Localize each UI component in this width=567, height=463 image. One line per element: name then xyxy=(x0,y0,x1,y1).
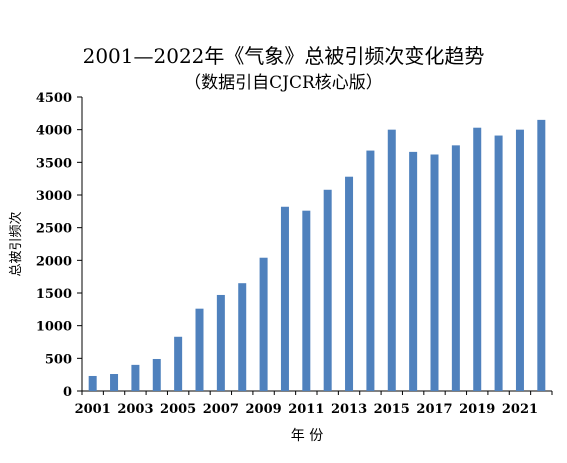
bar-2010 xyxy=(280,206,289,391)
bars-series xyxy=(88,119,546,391)
y-tick-label: 1000 xyxy=(36,320,72,335)
y-tick-label: 1500 xyxy=(36,287,72,302)
x-tick-label: 2017 xyxy=(416,402,452,417)
x-tick-label: 2005 xyxy=(160,402,196,417)
y-axis-ticks: 0 500 1000 1500 2000 2500 3000 3500 4000 4500 xyxy=(36,91,82,400)
y-tick-label: 3000 xyxy=(36,189,72,204)
x-tick-label: 2007 xyxy=(203,402,239,417)
x-tick-label: 2019 xyxy=(459,402,495,417)
bar-2001 xyxy=(88,375,97,391)
x-axis-label: 年 份 xyxy=(291,428,323,444)
y-tick-label: 2000 xyxy=(36,254,72,269)
bar-2011 xyxy=(302,210,311,391)
bar-2017 xyxy=(430,154,439,391)
bar-2012 xyxy=(323,189,332,391)
x-tick-label: 2001 xyxy=(75,402,111,417)
bar-2004 xyxy=(152,358,161,391)
bar-2015 xyxy=(387,129,396,391)
bar-2014 xyxy=(366,150,375,391)
bar-2002 xyxy=(110,374,119,391)
bar-2009 xyxy=(259,257,268,391)
x-tick-label: 2015 xyxy=(374,402,410,417)
bar-2021 xyxy=(515,129,524,391)
chart-subtitle: （数据引自CJCR核心版） xyxy=(184,73,383,93)
bar-2020 xyxy=(494,135,503,391)
x-tick-label: 2021 xyxy=(502,402,538,417)
x-tick-label: 2003 xyxy=(117,402,153,417)
bar-2005 xyxy=(174,336,183,391)
y-tick-label: 3500 xyxy=(36,156,72,171)
bar-2022 xyxy=(537,119,546,391)
bar-2019 xyxy=(473,127,482,391)
y-tick-label: 4000 xyxy=(36,124,72,139)
chart-title: 2001—2022年《气象》总被引频次变化趋势 xyxy=(82,44,485,68)
y-axis-label: 总被引频次 xyxy=(8,211,24,276)
bar-2006 xyxy=(195,308,204,391)
y-tick-label: 0 xyxy=(63,385,72,400)
x-tick-label: 2011 xyxy=(288,402,324,417)
x-axis-ticks: 2001 2003 2005 2007 2009 2011 2013 2015 2017 2019… xyxy=(75,391,553,417)
x-tick-label: 2009 xyxy=(245,402,281,417)
y-tick-label: 500 xyxy=(45,352,72,367)
bar-2007 xyxy=(216,294,225,391)
bar-2018 xyxy=(451,145,460,391)
bar-2013 xyxy=(345,176,354,391)
x-tick-label: 2013 xyxy=(331,402,367,417)
bar-2003 xyxy=(131,364,140,391)
bar-2008 xyxy=(238,283,247,391)
y-tick-label: 4500 xyxy=(36,91,72,106)
bar-2016 xyxy=(409,151,418,391)
y-tick-label: 2500 xyxy=(36,222,72,237)
